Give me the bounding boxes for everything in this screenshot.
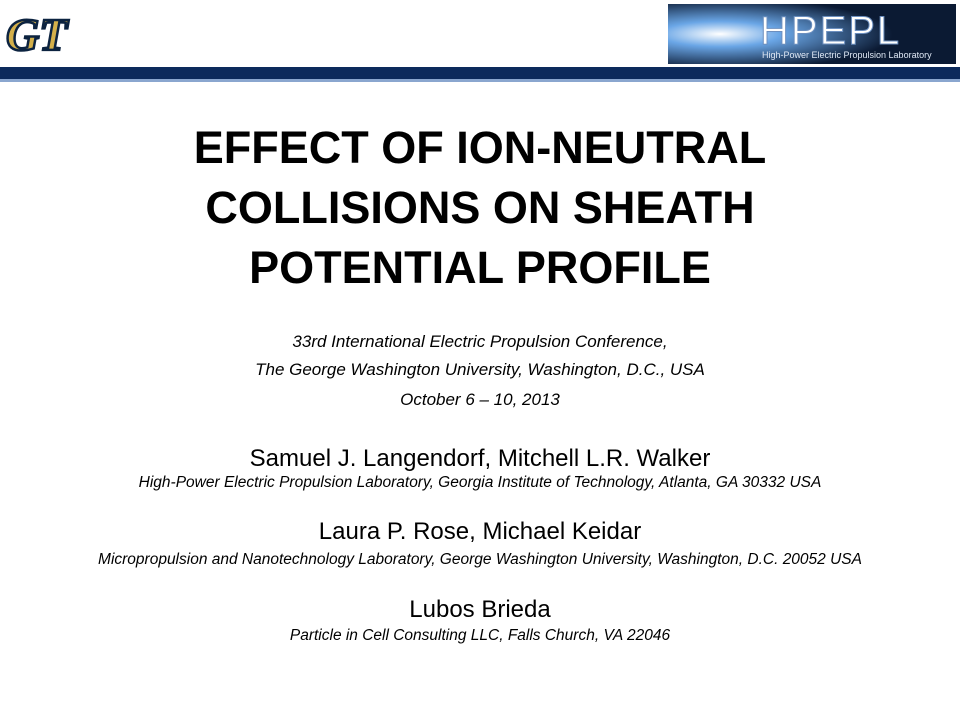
author-names: Lubos Brieda <box>409 596 551 623</box>
hpepl-logo-subtitle: High-Power Electric Propulsion Laborator… <box>762 50 932 60</box>
header-bar-accent <box>0 79 960 82</box>
title-line: POTENTIAL PROFILE <box>249 242 711 293</box>
header-bar <box>0 67 960 79</box>
author-affiliation: Particle in Cell Consulting LLC, Falls C… <box>289 627 671 644</box>
title-line: COLLISIONS ON SHEATH <box>205 182 755 233</box>
author-names: Samuel J. Langendorf, Mitchell L.R. Walk… <box>249 445 711 472</box>
author-affiliation: High-Power Electric Propulsion Laborator… <box>138 474 822 491</box>
gt-logo: GT <box>6 9 69 60</box>
title-line: EFFECT OF ION-NEUTRAL <box>193 122 767 173</box>
conference-line: The George Washington University, Washin… <box>255 360 705 379</box>
author-affiliation: Micropropulsion and Nanotechnology Labor… <box>98 551 862 568</box>
conference-line: October 6 – 10, 2013 <box>400 390 560 409</box>
hpepl-logo-bg <box>668 4 956 64</box>
hpepl-logo-title: HPEPL <box>760 9 901 53</box>
header: GT HPEPL High-Power Electric Propulsion … <box>0 4 960 82</box>
author-names: Laura P. Rose, Michael Keidar <box>318 518 642 545</box>
conference-line: 33rd International Electric Propulsion C… <box>292 332 668 351</box>
